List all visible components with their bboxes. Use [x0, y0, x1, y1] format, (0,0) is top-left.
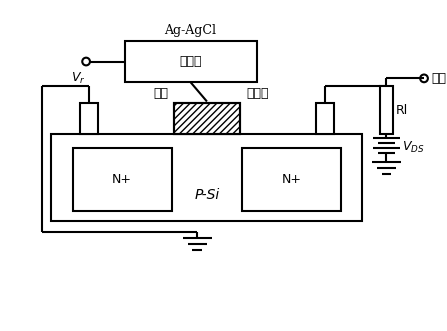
Text: N+: N+: [112, 173, 132, 186]
Text: $V_{DS}$: $V_{DS}$: [402, 140, 425, 155]
Text: 输出: 输出: [432, 72, 447, 85]
Text: 有机膜: 有机膜: [246, 86, 268, 100]
Text: N+: N+: [282, 173, 302, 186]
Bar: [72, 148, 172, 211]
Bar: [242, 148, 341, 211]
Bar: [380, 86, 393, 134]
Bar: [125, 41, 257, 82]
Text: P-Si: P-Si: [194, 188, 219, 202]
Text: 抗体: 抗体: [153, 86, 168, 100]
Text: $V_r$: $V_r$: [71, 71, 86, 86]
Bar: [174, 103, 240, 134]
Bar: [316, 103, 333, 134]
Text: 缓冲液: 缓冲液: [179, 55, 202, 68]
Bar: [174, 103, 240, 134]
Text: Rl: Rl: [396, 104, 409, 117]
Bar: [80, 103, 97, 134]
Bar: [51, 134, 363, 221]
Text: Ag-AgCl: Ag-AgCl: [164, 24, 216, 37]
